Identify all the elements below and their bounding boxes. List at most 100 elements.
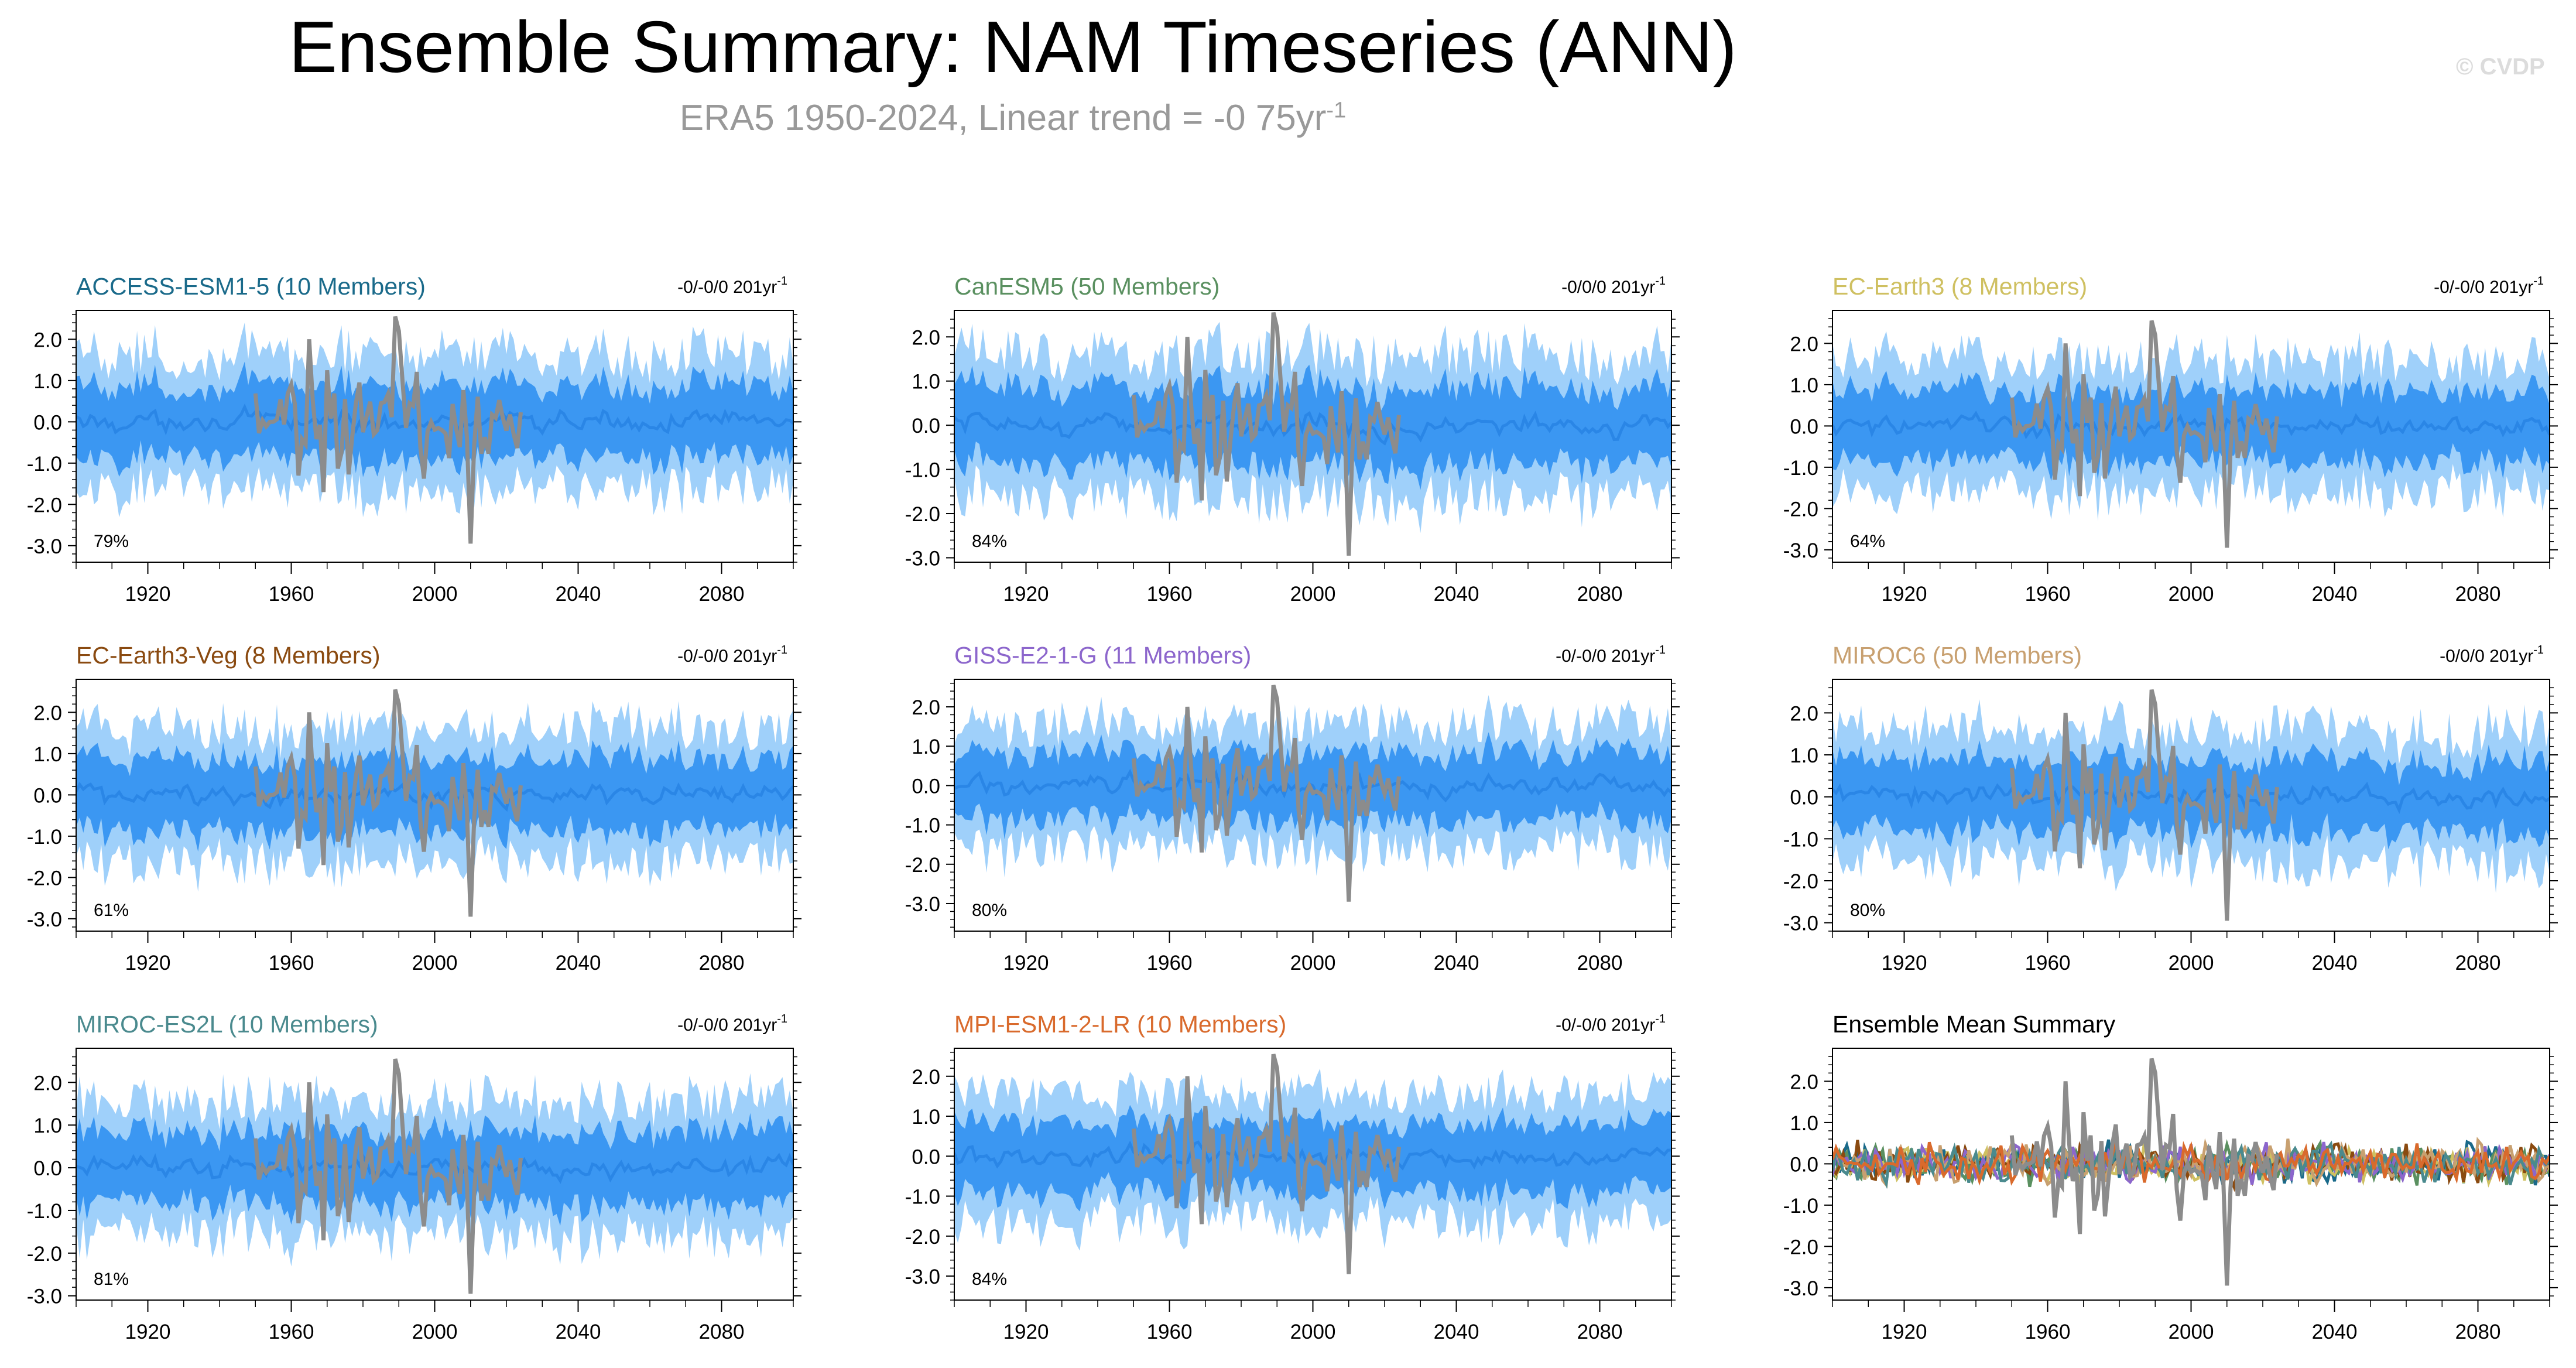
y-tick-label: -3.0	[27, 1285, 62, 1308]
x-tick-label: 2000	[1290, 583, 1336, 606]
ensemble-mean-line	[954, 768, 1671, 803]
x-tick-label: 1920	[1882, 583, 1927, 606]
y-tick-label: 1.0	[1790, 374, 1818, 397]
trend-value: -0/-0/0 201yr	[677, 278, 777, 297]
x-tick-label: 1960	[269, 952, 314, 974]
inner-spread-band	[1832, 371, 2550, 481]
plot-area	[76, 316, 793, 544]
x-tick-label: 1920	[1003, 1321, 1049, 1343]
percent-label: 84%	[972, 1270, 1007, 1289]
trend-exponent: -1	[1655, 1013, 1666, 1025]
subtitle-text: ERA5 1950-2024, Linear trend = -0 75yr	[679, 98, 1327, 138]
y-tick-label: 2.0	[912, 1066, 940, 1089]
y-tick-label: 0.0	[33, 1157, 62, 1180]
trend-label: -0/-0/0 201yr-1	[1556, 1013, 1666, 1035]
trend-label: -0/0/0 201yr-1	[2440, 644, 2544, 666]
x-tick-label: 2080	[699, 952, 745, 974]
y-tick-label: 2.0	[33, 329, 62, 351]
panel-5: 2.0 1.0 0.0 -1.0 -2.0 -3.0 1920 1960 2000 2040 208…	[905, 642, 1680, 974]
x-tick-label: 1960	[2025, 1321, 2071, 1343]
trend-value: -0/-0/0 201yr	[1556, 647, 1655, 666]
y-tick-label: -2.0	[905, 854, 940, 877]
panel-9: 2.0 1.0 0.0 -1.0 -2.0 -3.0 1920 1960 2000 2040 208…	[1783, 1011, 2558, 1343]
trend-label: -0/-0/0 201yr-1	[2434, 275, 2544, 297]
y-tick-label: 1.0	[1790, 1112, 1818, 1135]
y-tick-label: 0.0	[1790, 415, 1818, 438]
trend-exponent: -1	[777, 1013, 787, 1025]
ensemble-mean-line	[76, 781, 793, 812]
y-tick-label: -1.0	[1783, 828, 1818, 851]
ensemble-mean-line	[1832, 411, 2550, 440]
y-tick-label: 0.0	[1790, 1153, 1818, 1176]
plot-area	[954, 1054, 1671, 1274]
trend-label: -0/-0/0 201yr-1	[677, 275, 787, 297]
x-tick-label: 2080	[699, 1321, 745, 1343]
trend-value: -0/0/0 201yr	[2440, 647, 2533, 666]
percent-label: 81%	[94, 1270, 129, 1289]
y-tick-label: 1.0	[33, 370, 62, 393]
panel-8: 2.0 1.0 0.0 -1.0 -2.0 -3.0 1920 1960 2000 2040 208…	[905, 1011, 1680, 1343]
y-tick-label: 1.0	[33, 1114, 62, 1137]
y-tick-label: 1.0	[1790, 744, 1818, 767]
inner-spread-band	[76, 1113, 793, 1226]
panel-7: 2.0 1.0 0.0 -1.0 -2.0 -3.0 1920 1960 2000 2040 208…	[27, 1011, 801, 1343]
trend-value: -0/-0/0 201yr	[677, 647, 777, 666]
x-tick-label: 1920	[125, 952, 171, 974]
x-tick-label: 2040	[556, 952, 601, 974]
observed-line	[253, 689, 523, 917]
y-tick-label: -2.0	[1783, 1236, 1818, 1258]
trend-label: -0/-0/0 201yr-1	[1556, 644, 1666, 666]
x-tick-label: 1960	[1147, 1321, 1193, 1343]
x-tick-label: 1960	[269, 583, 314, 606]
y-tick-label: 0.0	[912, 775, 940, 798]
y-tick-label: 2.0	[912, 696, 940, 719]
observed-line	[253, 316, 523, 544]
trend-exponent: -1	[1655, 644, 1666, 656]
x-tick-label: 2000	[412, 583, 458, 606]
y-tick-label: 2.0	[33, 1072, 62, 1095]
percent-label: 84%	[972, 532, 1007, 551]
x-tick-label: 2080	[1577, 1321, 1623, 1343]
x-tick-label: 1920	[1003, 583, 1049, 606]
x-tick-label: 2000	[2169, 1321, 2214, 1343]
y-tick-label: 2.0	[1790, 1071, 1818, 1093]
y-tick-label: -1.0	[1783, 1195, 1818, 1217]
percent-label: 61%	[94, 901, 129, 920]
y-tick-label: 0.0	[1790, 786, 1818, 809]
page-subtitle: ERA5 1950-2024, Linear trend = -0 75yr-1	[0, 97, 2026, 139]
trend-exponent: -1	[2533, 644, 2544, 656]
ensemble-mean-line	[954, 411, 1671, 446]
trend-value: -0/-0/0 201yr	[677, 1015, 777, 1035]
inner-spread-band	[76, 361, 793, 477]
plot-area	[1832, 320, 2550, 548]
observed-line	[1131, 312, 1401, 556]
subtitle-exponent: -1	[1326, 98, 1347, 123]
panel-title: MIROC6 (50 Members)	[1832, 642, 2082, 669]
x-tick-label: 2000	[412, 952, 458, 974]
copyright-watermark: © CVDP	[2456, 54, 2545, 80]
plot-area	[1832, 689, 2550, 921]
plot-area	[954, 312, 1671, 556]
y-tick-label: 0.0	[33, 784, 62, 807]
x-tick-label: 2000	[412, 1321, 458, 1343]
x-tick-label: 2080	[2455, 1321, 2501, 1343]
y-tick-label: 1.0	[912, 371, 940, 394]
y-tick-label: -2.0	[1783, 870, 1818, 893]
y-tick-label: 2.0	[1790, 333, 1818, 355]
observed-line	[2009, 1058, 2279, 1286]
panel-2: 2.0 1.0 0.0 -1.0 -2.0 -3.0 1920 1960 2000 2040 208…	[905, 273, 1680, 606]
ensemble-mean-line	[76, 1152, 793, 1184]
trend-value: -0/-0/0 201yr	[2434, 278, 2533, 297]
panel-title: Ensemble Mean Summary	[1832, 1011, 2116, 1038]
observed-line	[2009, 320, 2279, 548]
y-tick-label: 1.0	[912, 1106, 940, 1128]
panel-title: MPI-ESM1-2-LR (10 Members)	[954, 1011, 1286, 1038]
plot-area	[76, 689, 793, 917]
x-tick-label: 2040	[1434, 1321, 1479, 1343]
panel-3: 2.0 1.0 0.0 -1.0 -2.0 -3.0 1920 1960 2000 2040 208…	[1783, 273, 2558, 606]
x-tick-label: 2040	[1434, 952, 1479, 974]
y-tick-label: -3.0	[905, 547, 940, 570]
y-tick-label: -2.0	[27, 867, 62, 890]
x-tick-label: 2080	[2455, 952, 2501, 974]
